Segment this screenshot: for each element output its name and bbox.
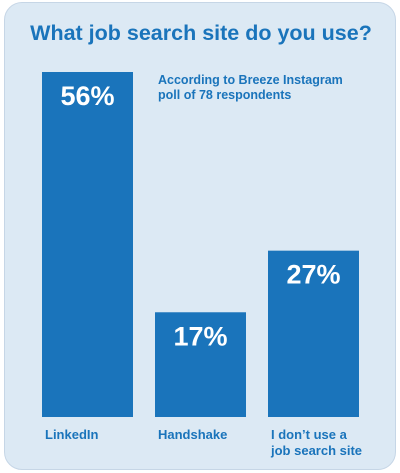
- category-label-i-don-t-use-a-job-search-site: I don’t use a job search site: [270, 427, 362, 458]
- bar-handshake: [155, 312, 246, 417]
- bar-i-don-t-use-a-job-search-site: [268, 250, 359, 417]
- category-label-linkedin: LinkedIn: [45, 427, 99, 442]
- chart-card: What job search site do you use? Accordi…: [4, 2, 396, 470]
- value-label-handshake: 17%: [173, 321, 227, 351]
- chart-title: What job search site do you use?: [30, 21, 372, 45]
- chart-annotation: According to Breeze Instagram poll of 78…: [158, 73, 368, 103]
- category-label-handshake: Handshake: [158, 427, 227, 442]
- bar-linkedin: [42, 72, 133, 417]
- annotation-line-2: poll of 78 respondents: [158, 88, 292, 102]
- value-label-linkedin: 56%: [60, 81, 114, 111]
- value-label-i-don-t-use-a-job-search-site: 27%: [286, 260, 340, 290]
- annotation-line-1: According to Breeze Instagram: [158, 73, 343, 87]
